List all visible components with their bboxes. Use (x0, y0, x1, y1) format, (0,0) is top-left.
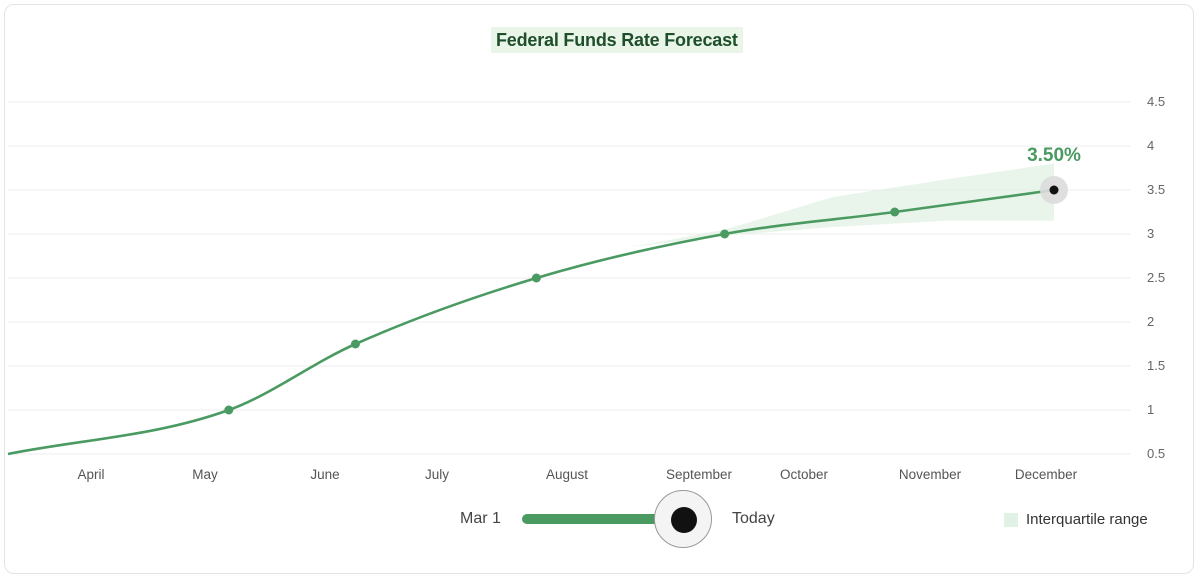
grid-lines (8, 101, 1130, 455)
y-tick-label: 4.5 (1147, 94, 1165, 109)
x-tick-label: August (546, 467, 588, 482)
legend-swatch-interquartile (1004, 512, 1018, 527)
interquartile-band (630, 163, 1054, 248)
x-axis-ticks: April May June July August September October No… (77, 467, 1077, 482)
data-point (890, 207, 900, 217)
y-axis-ticks: 0.5 1 1.5 2 2.5 3 3.5 4 4.5 (1147, 94, 1165, 461)
timeline-slider-handle[interactable] (654, 490, 712, 548)
y-tick-label: 1 (1147, 402, 1154, 417)
x-tick-label: September (666, 467, 733, 482)
y-tick-label: 3.5 (1147, 182, 1165, 197)
data-point (350, 339, 360, 349)
timeline-slider-fill (522, 514, 686, 524)
legend-label: Interquartile range (1026, 511, 1148, 528)
legend: Interquartile range (1004, 511, 1148, 528)
data-points (224, 176, 1068, 415)
y-tick-label: 2.5 (1147, 270, 1165, 285)
x-tick-label: July (425, 467, 449, 482)
chart-card (4, 4, 1194, 574)
y-tick-label: 4 (1147, 138, 1154, 153)
slider-knob[interactable] (671, 507, 697, 533)
y-tick-label: 2 (1147, 314, 1154, 329)
x-tick-label: December (1015, 467, 1078, 482)
y-tick-label: 0.5 (1147, 446, 1165, 461)
x-tick-label: April (77, 467, 104, 482)
data-point (720, 229, 730, 239)
highlight-value-label: 3.50% (1027, 145, 1081, 166)
x-tick-label: May (192, 467, 218, 482)
highlight-point (1049, 185, 1059, 195)
forecast-chart: 0.5 1 1.5 2 2.5 3 3.5 4 4.5 April May June July Augu… (7, 94, 1165, 482)
slider-start-label: Mar 1 (460, 510, 501, 527)
x-tick-label: June (310, 467, 339, 482)
data-point (531, 273, 541, 283)
x-tick-label: November (899, 467, 962, 482)
y-tick-label: 3 (1147, 226, 1154, 241)
data-point (224, 405, 234, 415)
chart-title: Federal Funds Rate Forecast (491, 27, 743, 53)
x-tick-label: October (780, 467, 829, 482)
y-tick-label: 1.5 (1147, 358, 1165, 373)
slider-end-label: Today (732, 510, 775, 527)
timeline-slider-track[interactable] (522, 514, 712, 524)
